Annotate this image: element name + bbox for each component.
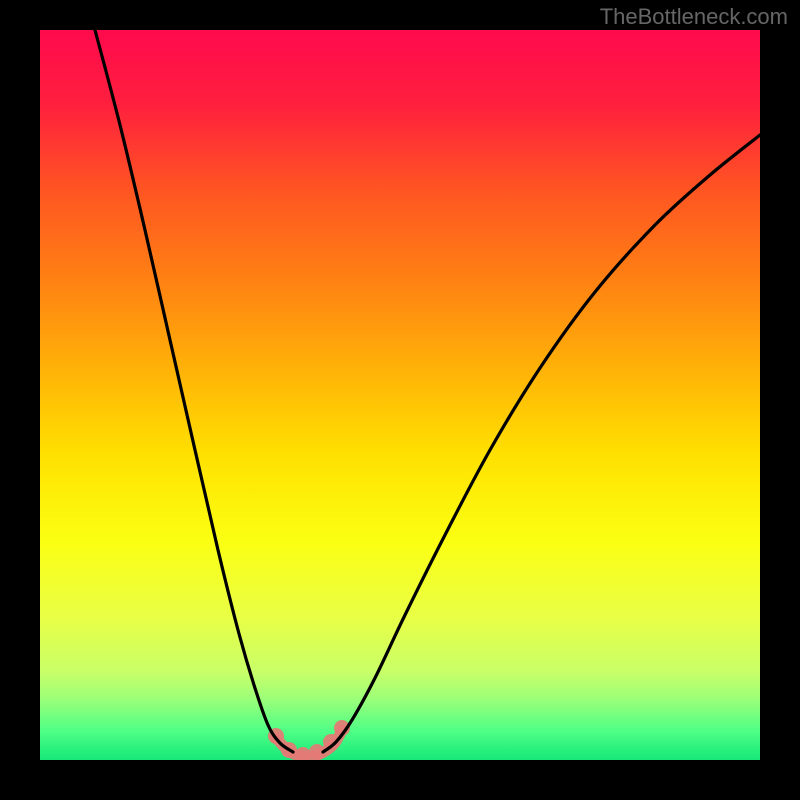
valley-marker-dot bbox=[295, 747, 311, 760]
curve-right-branch bbox=[323, 135, 760, 752]
curve-layer bbox=[40, 30, 760, 760]
plot-area bbox=[40, 30, 760, 760]
watermark-text: TheBottleneck.com bbox=[600, 4, 788, 30]
curve-left-branch bbox=[95, 30, 293, 752]
